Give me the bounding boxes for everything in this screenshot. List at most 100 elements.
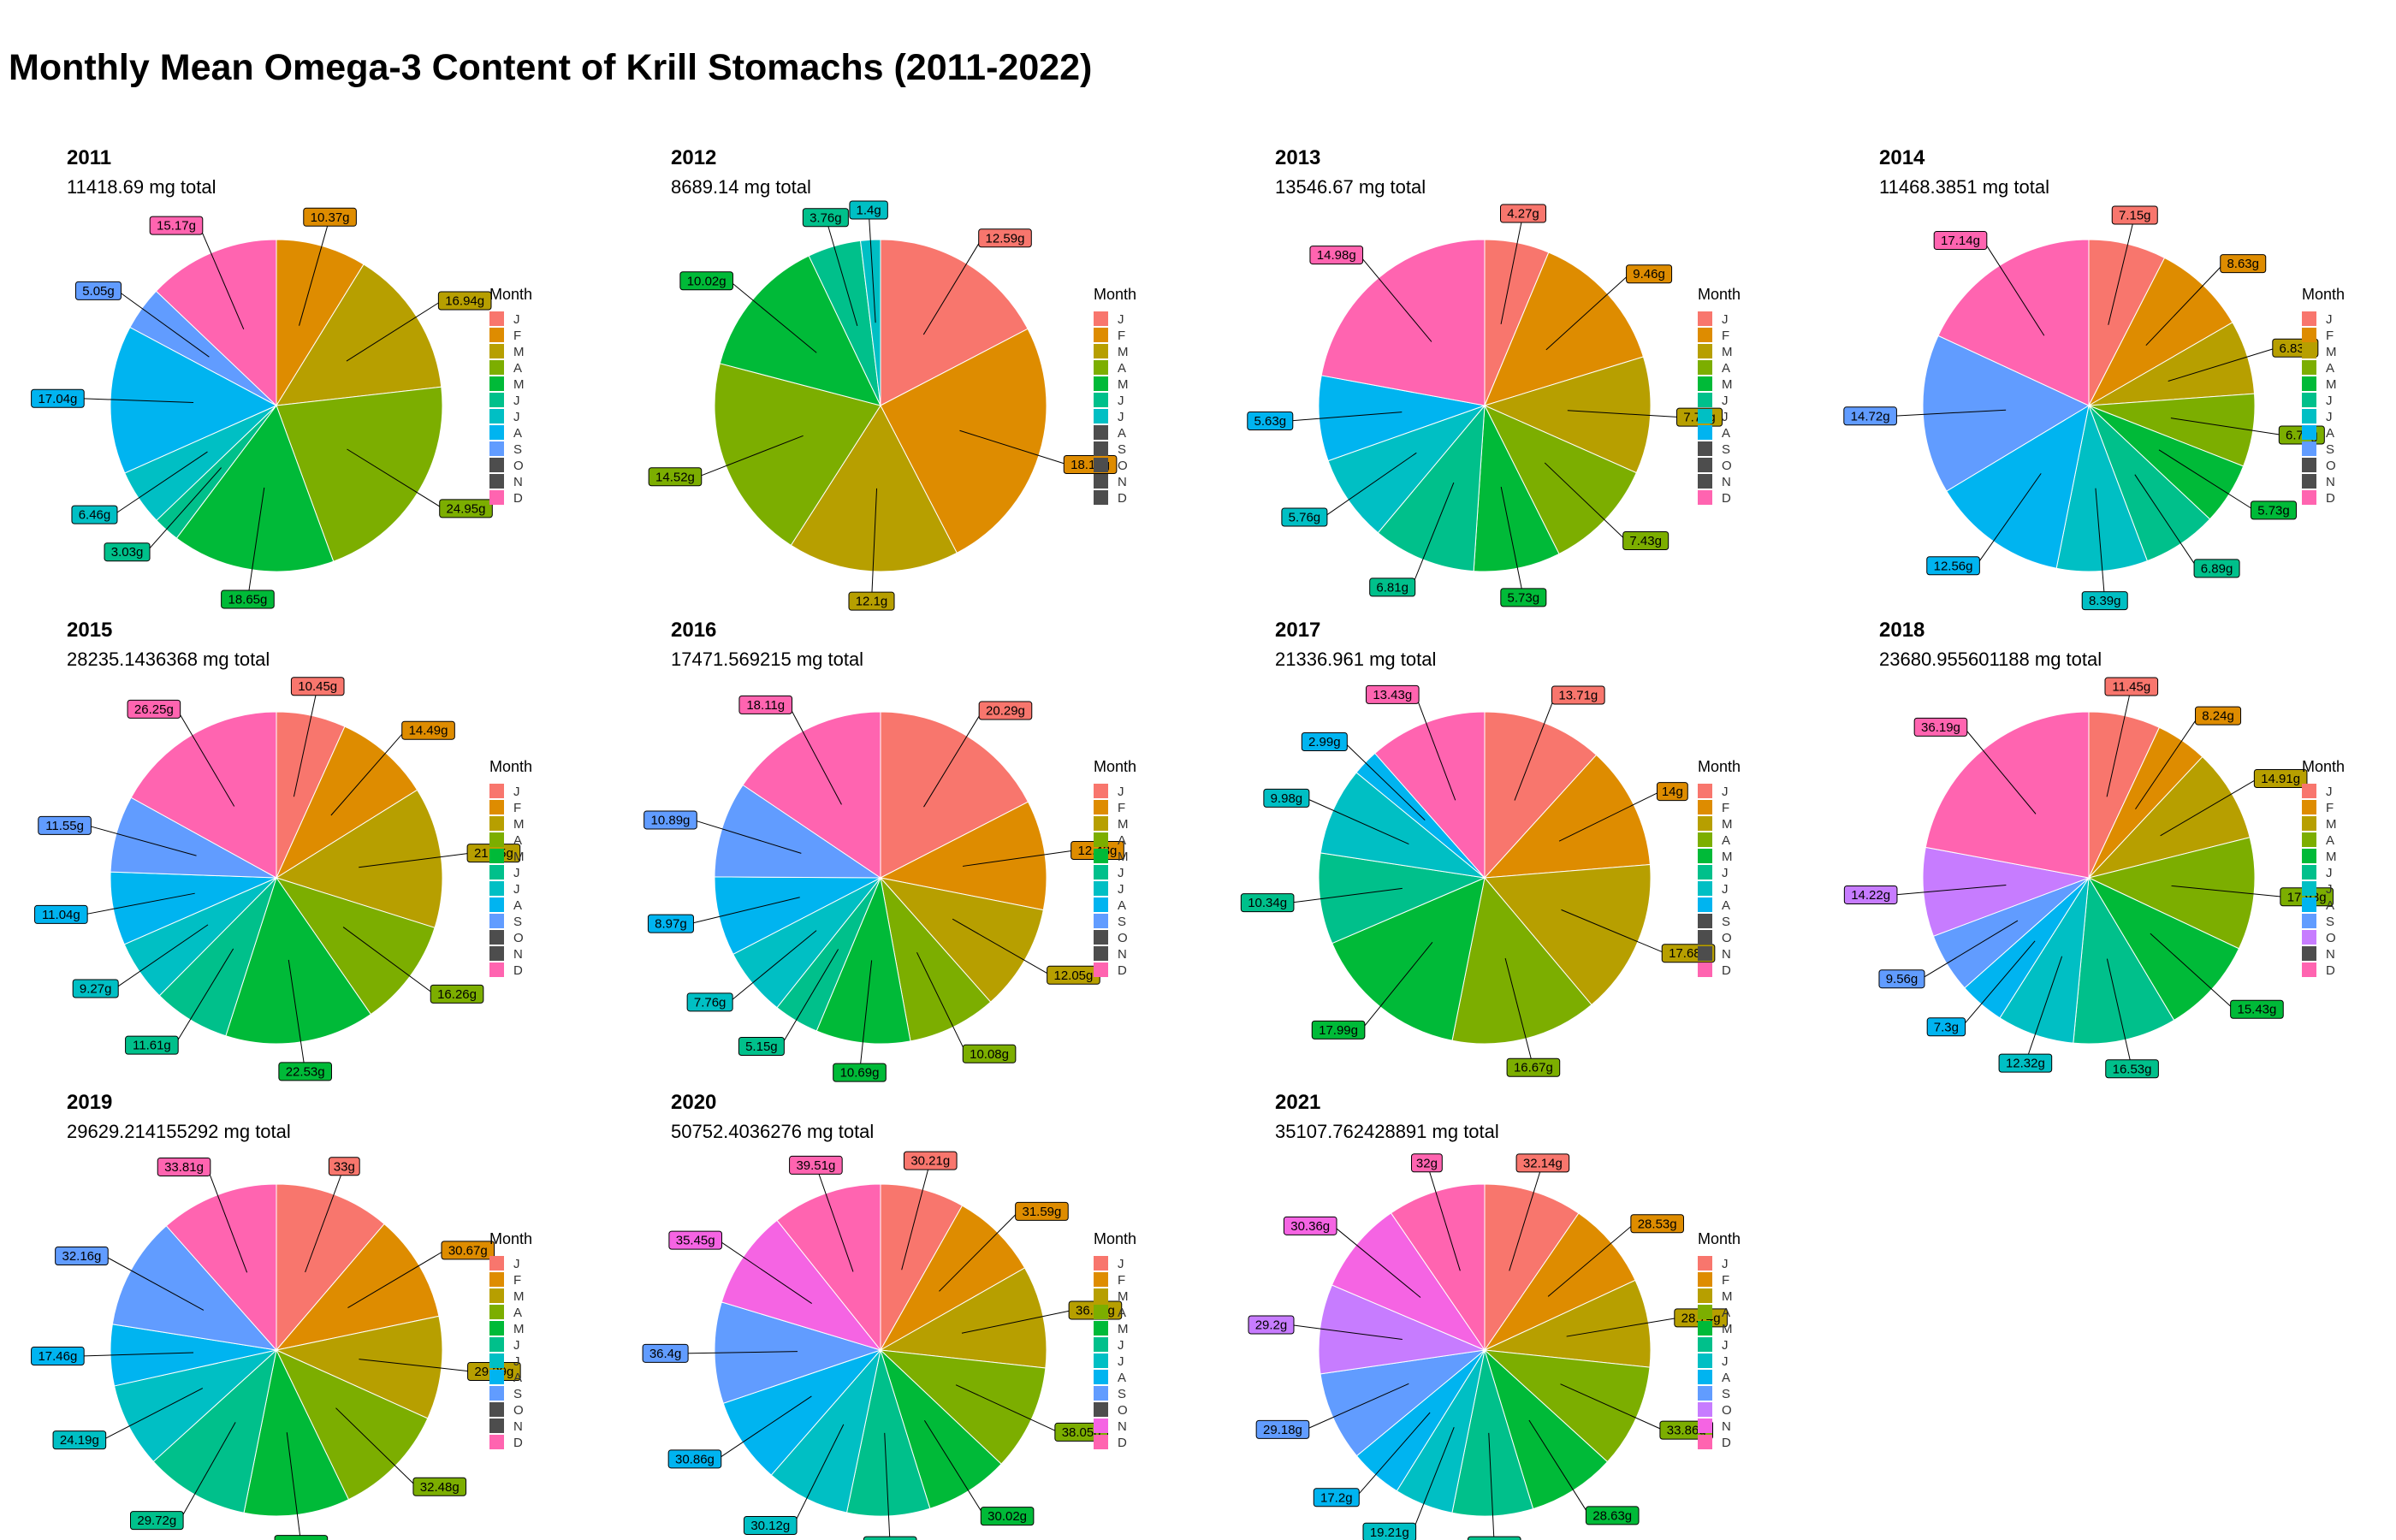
slice-label: 14g <box>1662 785 1683 799</box>
legend-key <box>489 816 504 831</box>
legend-key <box>2302 930 2316 945</box>
legend-label: M <box>1118 345 1129 359</box>
label-leader-line <box>179 1422 236 1521</box>
legend-key <box>1094 1321 1108 1336</box>
legend-key <box>2302 458 2316 472</box>
legend-label: F <box>1722 1273 1729 1288</box>
legend-key <box>489 344 504 358</box>
legend-key <box>489 897 504 912</box>
legend-label: A <box>2326 361 2334 376</box>
slice-label-box <box>668 1230 722 1250</box>
slice-label-box <box>1313 1488 1360 1507</box>
legend-key <box>489 490 504 505</box>
legend-label: J <box>513 1338 520 1353</box>
slice-label-box <box>303 207 357 227</box>
slice-label: 11.55g <box>45 819 84 833</box>
slice-label-box <box>2230 999 2284 1019</box>
legend-label: A <box>1118 361 1126 376</box>
slice-label: 11.45g <box>2112 680 2150 695</box>
legend-title: Month <box>1094 758 1136 775</box>
legend-label: D <box>513 1436 523 1450</box>
legend-key <box>489 441 504 456</box>
slice-label: 29.72g <box>137 1513 176 1528</box>
legend-label: M <box>1118 1322 1129 1336</box>
slice-label-box <box>962 1044 1017 1063</box>
panel-title: 2020 <box>671 1091 716 1114</box>
slice-label-box <box>1926 1017 1966 1037</box>
legend-key <box>1094 393 1108 407</box>
chart-main-title: Monthly Mean Omega-3 Content of Krill St… <box>9 47 1093 88</box>
slice-label: 12.32g <box>2006 1057 2045 1071</box>
slice-label: 3.76g <box>810 210 842 225</box>
legend-label: A <box>513 898 522 913</box>
slice-label-box <box>643 810 697 830</box>
legend-label: A <box>2326 898 2334 913</box>
legend-label: M <box>1722 817 1733 832</box>
legend-key <box>2302 344 2316 358</box>
slice-label-box <box>1622 530 1669 550</box>
slice-label-box <box>439 499 493 518</box>
slice-label-box <box>1309 246 1364 265</box>
legend-key <box>2302 946 2316 961</box>
label-leader-line <box>1343 741 1426 820</box>
legend-label: O <box>1118 459 1128 473</box>
label-leader-line <box>729 280 817 353</box>
pie-panel-2018: 2018 23680.955601188 mg total 11.45g 8.24g 1… <box>1843 619 2345 1079</box>
label-leader-line <box>2158 449 2255 511</box>
label-leader-line <box>1305 1383 1409 1430</box>
slice-label: 7.76g <box>694 995 727 1010</box>
legend-label: S <box>1722 1387 1730 1401</box>
slice-label-box <box>1411 1153 1443 1173</box>
legend-key <box>1094 1370 1108 1384</box>
slice-label: 6.89g <box>2201 561 2233 576</box>
label-leader-line <box>1323 452 1417 518</box>
legend-label: O <box>1722 459 1732 473</box>
label-leader-line <box>359 1359 471 1372</box>
legend-key <box>1698 1337 1712 1352</box>
legend-label: A <box>1118 898 1126 913</box>
legend-label: D <box>2326 963 2335 978</box>
legend-label: M <box>1722 345 1733 359</box>
label-leader-line <box>113 451 208 516</box>
slice-label-box <box>31 388 85 408</box>
slice-label: 10.69g <box>840 1066 880 1081</box>
slice-label-box <box>1301 732 1348 751</box>
legend-key <box>1094 1353 1108 1368</box>
legend-key <box>2302 311 2316 326</box>
legend-key <box>1094 409 1108 424</box>
legend-key <box>1094 490 1108 505</box>
legend-key <box>2302 897 2316 912</box>
legend-label: A <box>1118 1371 1126 1385</box>
legend-key <box>489 1288 504 1303</box>
legend-key <box>489 474 504 489</box>
slice-label: 30.12g <box>750 1519 790 1533</box>
legend-key <box>1698 458 1712 472</box>
legend-key <box>1698 474 1712 489</box>
label-leader-line <box>1567 410 1681 418</box>
slice-label: 5.73g <box>2257 503 2290 518</box>
label-leader-line <box>923 1420 985 1517</box>
legend-key <box>489 1272 504 1287</box>
slice-label: 7.43g <box>1629 534 1662 548</box>
slice-label-box <box>221 589 275 609</box>
label-leader-line <box>342 927 435 995</box>
legend-key <box>489 376 504 391</box>
legend-label: F <box>1722 801 1729 815</box>
legend-label: S <box>2326 915 2334 929</box>
legend-label: J <box>513 1257 520 1271</box>
legend-title: Month <box>489 758 532 775</box>
legend-key <box>2302 881 2316 896</box>
slice-label-box <box>1843 885 1898 904</box>
legend-key <box>489 849 504 863</box>
slice-label: 16.26g <box>437 987 477 1002</box>
slice-label-box <box>157 1157 211 1176</box>
legend-key <box>1094 800 1108 814</box>
label-leader-line <box>1359 254 1432 342</box>
legend-key <box>1094 816 1108 831</box>
legend-key <box>1698 393 1712 407</box>
legend-key <box>1094 311 1108 326</box>
legend-key <box>1698 914 1712 928</box>
label-leader-line <box>246 487 265 600</box>
